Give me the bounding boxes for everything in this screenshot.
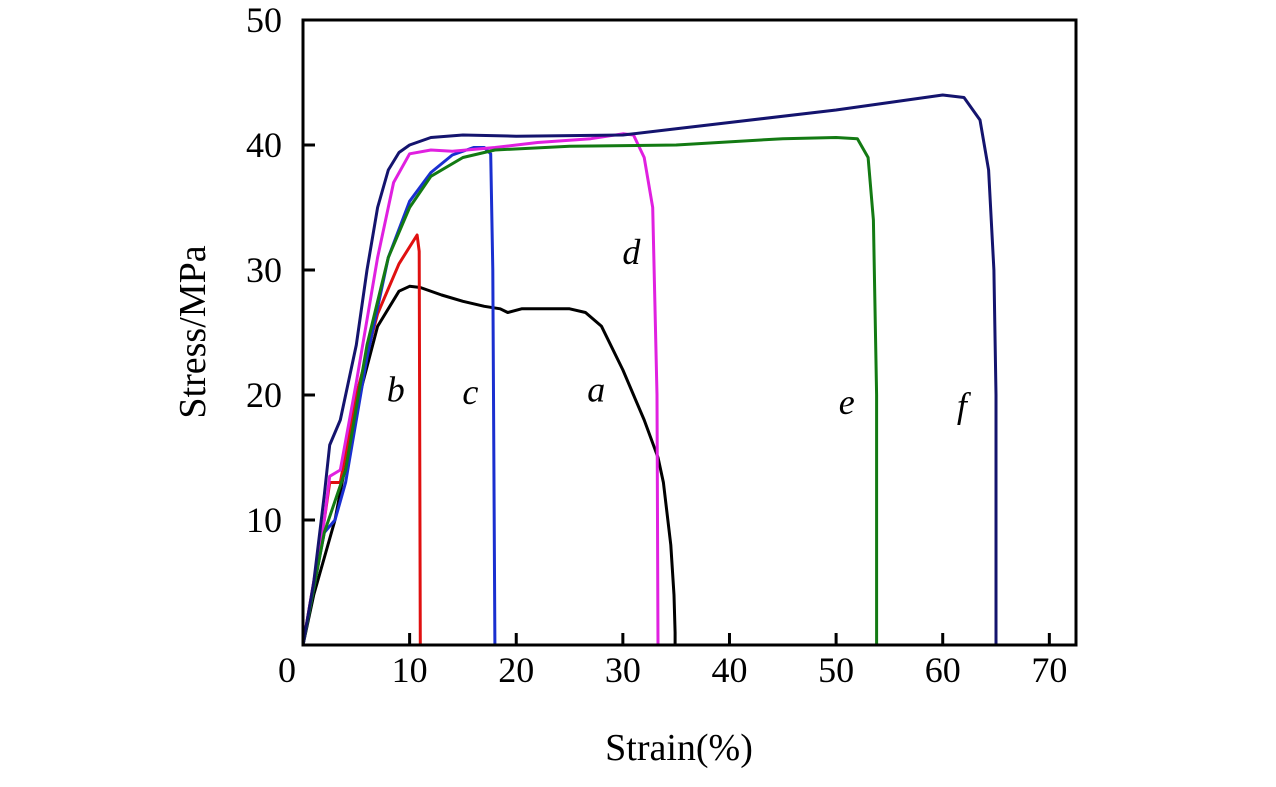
x-tick-label: 60 <box>925 650 961 690</box>
series-label-a: a <box>587 369 605 409</box>
series-label-c: c <box>462 372 478 412</box>
x-tick-label: 70 <box>1031 650 1067 690</box>
plot-frame <box>301 18 1078 647</box>
y-tick-label: 50 <box>246 0 282 40</box>
x-tick-label: 30 <box>605 650 641 690</box>
x-tick-label: 10 <box>392 650 428 690</box>
series-line-e <box>301 136 879 646</box>
axes: 10 20 30 40 50 60 70 10 20 30 40 50 <box>246 0 1078 690</box>
y-tick-label: 40 <box>246 125 282 165</box>
y-axis-label: Stress/MPa <box>172 245 214 418</box>
series-label-e: e <box>839 382 855 422</box>
series-line-a <box>301 284 677 646</box>
x-tick-label: 20 <box>498 650 534 690</box>
series-label-f: f <box>957 386 972 426</box>
plot-area: a b c d e f <box>301 93 998 646</box>
series-line-b <box>301 233 422 646</box>
origin-tick-label: 0 <box>278 650 296 690</box>
y-tick-label: 30 <box>246 250 282 290</box>
series-line-f <box>301 93 998 646</box>
y-tick-label: 20 <box>246 375 282 415</box>
series-label-b: b <box>387 369 405 409</box>
x-tick-label: 40 <box>711 650 747 690</box>
series-label-d: d <box>622 232 641 272</box>
x-tick-label: 50 <box>818 650 854 690</box>
y-tick-label: 10 <box>246 500 282 540</box>
x-axis-label: Strain(%) <box>605 727 753 769</box>
series-line-d <box>301 132 660 646</box>
